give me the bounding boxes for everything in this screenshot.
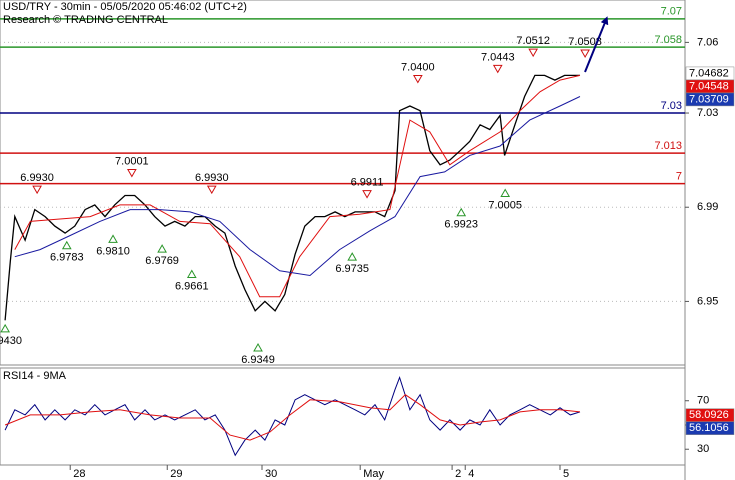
peak-label: 7.0512: [516, 35, 550, 47]
peak-marker: [206, 185, 217, 195]
series-line: [14, 74, 581, 298]
trough-label: 6.9769: [145, 255, 179, 267]
chart-title: USD/TRY - 30min - 05/05/2020 05:46:02 (U…: [3, 1, 247, 13]
price-tag-label: 58.0926: [689, 409, 729, 421]
trough-label: 6.9661: [175, 280, 209, 292]
trend-arrow: [584, 16, 609, 73]
level-label: 7: [676, 171, 682, 183]
trough-label: 6.9430: [0, 335, 22, 347]
rsi-title: RSI14 - 9MA: [3, 370, 67, 382]
trough-marker: [61, 240, 72, 250]
level-label: 7.07: [661, 6, 682, 18]
series-line: [4, 74, 580, 321]
peak-marker: [412, 74, 423, 84]
peak-label: 6.9930: [195, 172, 229, 184]
level-label: 7.013: [654, 140, 682, 152]
x-tick-label: 29: [170, 468, 182, 480]
trough-marker: [347, 252, 358, 261]
peak-marker: [32, 185, 42, 195]
peak-label: 7.0400: [401, 61, 435, 73]
peak-label: 6.9911: [351, 177, 384, 189]
price-panel: [0, 0, 686, 366]
x-tick-label: 5: [563, 468, 569, 480]
trough-label: 7.0005: [488, 199, 522, 211]
peak-label: 7.0508: [568, 36, 602, 48]
peak-label: 7.0443: [481, 51, 515, 63]
peak-marker: [127, 168, 137, 178]
price-tag-label: 7.04682: [689, 67, 729, 79]
peak-marker: [492, 64, 503, 74]
trough-label: 6.9923: [444, 219, 478, 231]
series-line: [4, 394, 581, 441]
x-tick-label: 30: [265, 468, 277, 480]
trough-marker: [108, 234, 118, 243]
y-tick-label: 30: [697, 443, 709, 455]
price-tag-label: 7.04548: [689, 80, 729, 92]
peak-label: 7.0001: [115, 155, 149, 167]
trough-label: 6.9783: [50, 252, 84, 264]
level-label: 7.058: [654, 34, 682, 46]
price-tag-label: 7.03709: [689, 93, 729, 105]
chart-subtitle: Research © TRADING CENTRAL: [3, 14, 168, 26]
price-tag-label: 56.1056: [689, 422, 729, 434]
x-tick-label: 2: [455, 468, 461, 480]
x-tick-label: May: [363, 468, 384, 480]
trough-label: 6.9349: [241, 354, 275, 366]
y-tick-label: 7.06: [697, 36, 718, 48]
level-label: 7.03: [661, 100, 682, 112]
plot-layer: 6.95 6.99 7.03 7.06 7.07 7.058 7.03 7.013 7 6.993…: [0, 6, 735, 480]
trough-label: 6.9735: [335, 263, 369, 275]
trough-marker: [186, 269, 197, 279]
x-tick-label: 4: [468, 468, 474, 480]
trough-marker: [0, 323, 10, 333]
peak-marker: [362, 190, 372, 199]
price-tag: [685, 92, 735, 107]
trough-label: 6.9810: [96, 245, 130, 257]
peak-marker: [528, 48, 539, 58]
y-tick-label: 6.95: [697, 295, 718, 307]
price-tag: [685, 421, 735, 435]
x-tick-label: 28: [73, 468, 85, 480]
series-line: [14, 96, 581, 277]
peak-marker: [580, 49, 590, 59]
y-tick-label: 70: [697, 395, 709, 407]
rsi-panel: [0, 367, 686, 466]
peak-label: 6.9930: [20, 172, 54, 184]
trough-marker: [157, 244, 167, 253]
y-tick-label: 6.99: [697, 201, 718, 213]
trough-marker: [500, 188, 511, 197]
trough-marker: [253, 342, 263, 352]
y-tick-label: 7.03: [697, 107, 718, 119]
trough-marker: [456, 207, 467, 217]
